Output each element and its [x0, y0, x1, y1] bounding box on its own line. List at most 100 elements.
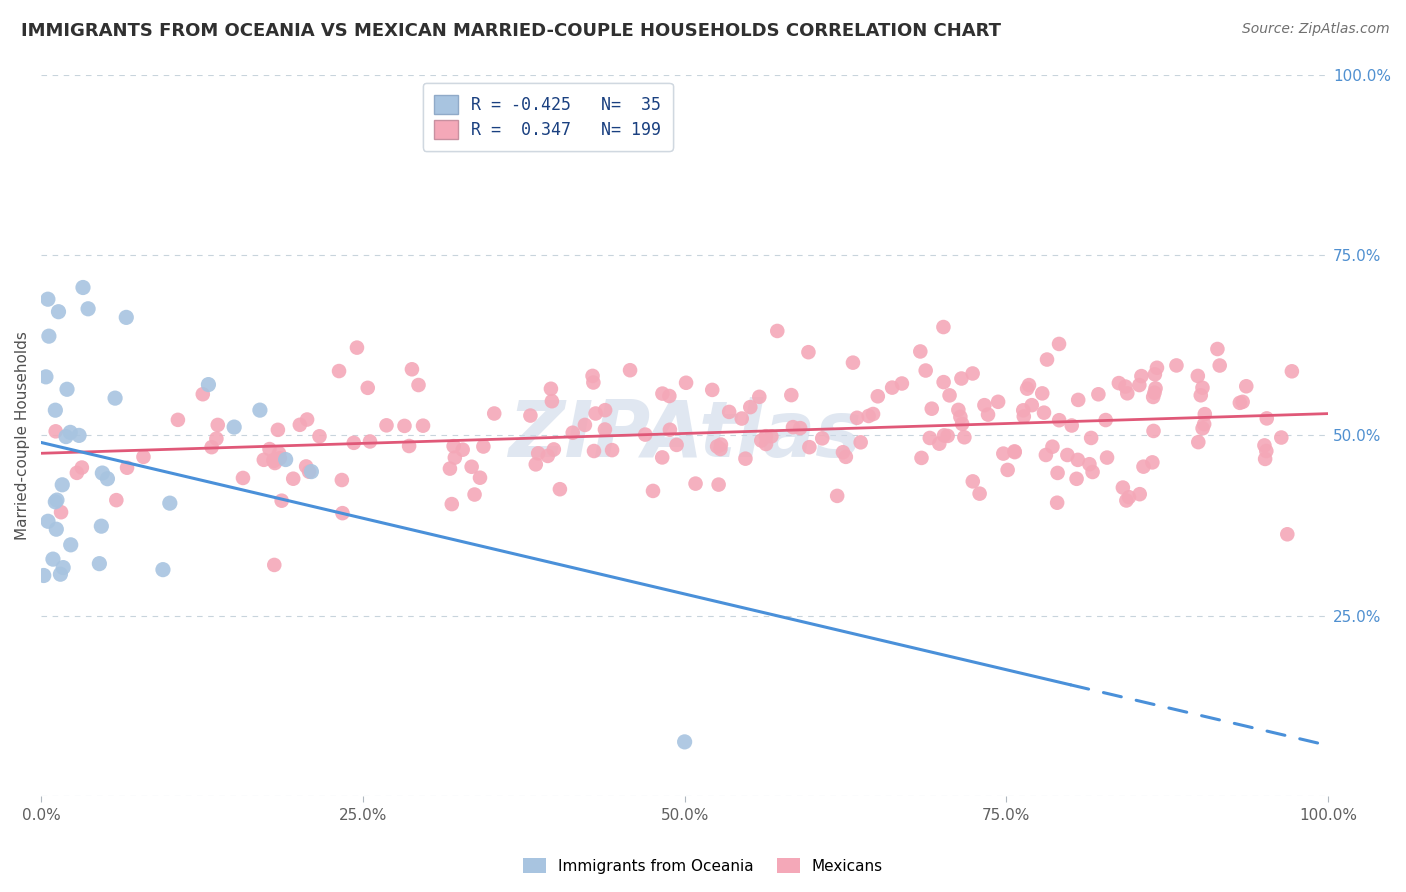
Point	[259, 442, 281, 456]
Point	[1047, 413, 1070, 427]
Point	[731, 411, 754, 425]
Point	[1094, 413, 1116, 427]
Point	[936, 429, 959, 443]
Point	[115, 310, 138, 325]
Point	[330, 473, 353, 487]
Point	[1187, 435, 1209, 450]
Point	[191, 387, 214, 401]
Point	[1206, 342, 1229, 356]
Point	[398, 439, 420, 453]
Point	[267, 446, 290, 460]
Point	[574, 417, 596, 432]
Point	[443, 439, 465, 453]
Point	[44, 403, 66, 417]
Point	[197, 377, 219, 392]
Point	[858, 409, 880, 423]
Point	[1095, 450, 1118, 465]
Point	[846, 410, 869, 425]
Point	[1004, 444, 1026, 458]
Point	[1209, 359, 1232, 373]
Text: IMMIGRANTS FROM OCEANIA VS MEXICAN MARRIED-COUPLE HOUSEHOLDS CORRELATION CHART: IMMIGRANTS FROM OCEANIA VS MEXICAN MARRI…	[21, 22, 1001, 40]
Point	[89, 557, 111, 571]
Point	[918, 431, 941, 445]
Point	[1018, 378, 1040, 392]
Point	[1132, 459, 1154, 474]
Y-axis label: Married-couple Households: Married-couple Households	[15, 331, 30, 540]
Point	[811, 431, 834, 445]
Point	[45, 425, 67, 439]
Point	[977, 408, 1000, 422]
Point	[949, 409, 972, 424]
Point	[673, 735, 696, 749]
Point	[1232, 394, 1254, 409]
Point	[1128, 378, 1150, 392]
Point	[201, 440, 224, 454]
Point	[1143, 368, 1166, 382]
Point	[1187, 368, 1209, 383]
Point	[1253, 438, 1275, 452]
Point	[115, 460, 138, 475]
Point	[799, 440, 821, 454]
Point	[748, 390, 770, 404]
Point	[910, 344, 932, 359]
Point	[825, 489, 848, 503]
Point	[263, 454, 285, 468]
Point	[527, 446, 550, 460]
Point	[96, 472, 118, 486]
Point	[634, 427, 657, 442]
Point	[45, 522, 67, 536]
Point	[1118, 490, 1140, 504]
Point	[780, 388, 803, 402]
Point	[948, 403, 970, 417]
Point	[993, 447, 1015, 461]
Point	[44, 495, 66, 509]
Point	[789, 421, 811, 435]
Point	[232, 471, 254, 485]
Point	[1142, 455, 1164, 469]
Point	[890, 376, 912, 391]
Point	[1112, 481, 1135, 495]
Point	[1115, 493, 1137, 508]
Point	[1046, 466, 1069, 480]
Point	[524, 458, 547, 472]
Point	[42, 552, 65, 566]
Point	[35, 369, 58, 384]
Point	[249, 403, 271, 417]
Point	[267, 423, 290, 437]
Point	[921, 401, 943, 416]
Point	[484, 407, 506, 421]
Point	[702, 383, 724, 397]
Text: ZIPAtlas: ZIPAtlas	[508, 397, 862, 474]
Point	[953, 430, 976, 444]
Point	[842, 356, 865, 370]
Point	[540, 382, 562, 396]
Point	[1143, 385, 1166, 400]
Point	[1256, 411, 1278, 425]
Point	[38, 329, 60, 343]
Point	[394, 418, 416, 433]
Point	[1191, 381, 1213, 395]
Point	[658, 389, 681, 403]
Point	[77, 301, 100, 316]
Point	[1080, 431, 1102, 445]
Point	[593, 403, 616, 417]
Point	[70, 460, 93, 475]
Point	[862, 407, 884, 421]
Point	[707, 477, 730, 491]
Point	[581, 368, 603, 383]
Point	[1142, 424, 1164, 438]
Point	[593, 422, 616, 436]
Point	[167, 413, 190, 427]
Point	[950, 371, 973, 385]
Point	[761, 429, 783, 443]
Point	[665, 438, 688, 452]
Point	[582, 444, 605, 458]
Point	[709, 442, 731, 456]
Point	[1017, 382, 1039, 396]
Point	[269, 451, 291, 466]
Point	[932, 320, 955, 334]
Point	[48, 304, 70, 318]
Point	[56, 382, 79, 396]
Point	[797, 345, 820, 359]
Point	[72, 280, 94, 294]
